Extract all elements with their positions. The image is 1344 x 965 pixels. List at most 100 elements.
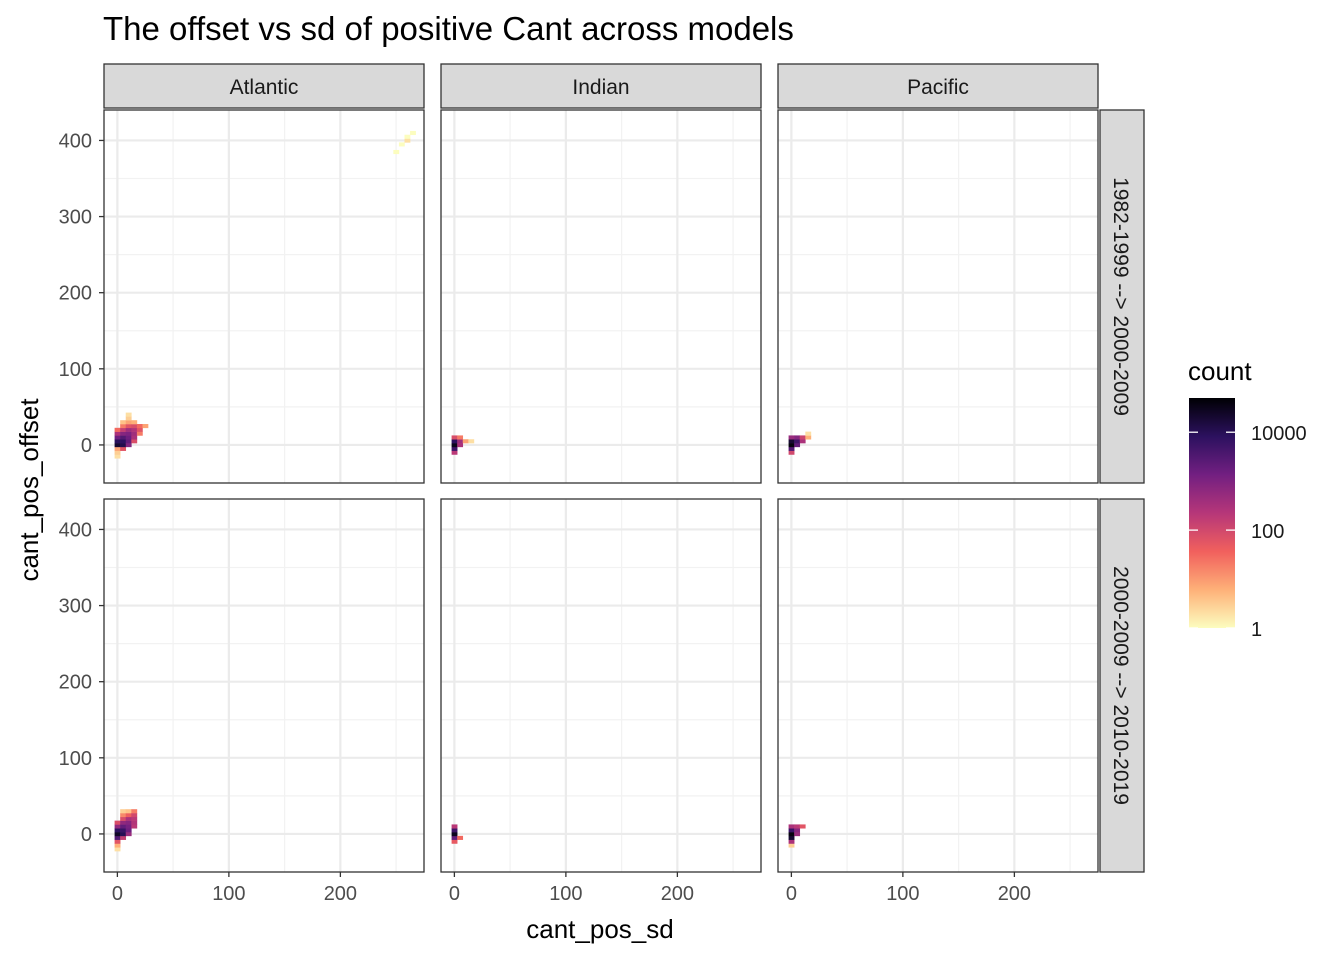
heatmap-bin [125,828,132,833]
heatmap-bin [114,443,121,448]
legend: count 1 100 10000 [1188,356,1307,641]
legend-colorbar [1189,398,1235,628]
heatmap-bin [462,439,469,444]
legend-tick-label: 100 [1251,521,1284,543]
heatmap-bin [788,828,795,833]
heatmap-bin [136,427,143,432]
heatmap-bin [120,427,127,432]
heatmap-bin [114,839,121,844]
panel-atlantic-2000-2009-2010-2019 [103,498,425,873]
heatmap-bin [120,424,127,429]
heatmap-bin [125,439,132,444]
panel-border [103,498,425,873]
heatmap-bin [805,431,812,436]
heatmap-bin [451,828,458,833]
heatmap-bin [451,824,458,829]
chart-title: The offset vs sd of positive Cant across… [103,10,794,47]
legend-title: count [1188,356,1252,386]
y-tick-label: 0 [81,824,92,846]
heatmap-bin [125,824,132,829]
heatmap-bin [393,149,400,155]
x-tick-label: 200 [998,883,1031,905]
heatmap-bin [451,450,458,455]
panel-border [777,109,1099,484]
x-tick-label: 100 [212,883,245,905]
heatmap-bin [451,832,458,837]
heatmap-bin [788,835,795,840]
x-tick-label: 200 [324,883,357,905]
heatmap-bin [125,435,132,440]
heatmap-bin [404,138,411,143]
heatmap-bin [451,443,458,448]
heatmap-bin [131,431,138,436]
heatmap-bin [125,816,132,821]
panel-background [104,110,424,483]
heatmap-bin [120,820,127,825]
y-axis-title: cant_pos_offset [14,398,44,582]
heatmap-bin [120,431,127,436]
heatmap-bin [410,130,416,136]
facet-strip-row [1099,498,1145,873]
heatmap-bin [799,439,806,444]
heatmap-bin [114,439,121,444]
heatmap-bin [114,435,121,440]
y-tick-label: 400 [59,130,92,152]
heatmap-bin [114,824,121,829]
heatmap-bin [114,832,121,837]
panels-group: 0 100 200 300 400 0 100 200 300 400 0 100 200 0 100 200… [59,63,1145,905]
heatmap-bin [114,454,121,459]
heatmap-bin [125,832,132,837]
facet-strip-column [777,63,1099,109]
heatmap-bin [805,435,812,440]
heatmap-bin [451,446,458,451]
heatmap-bin [398,142,405,147]
heatmap-bin [114,847,121,852]
x-tick-label: 0 [786,883,797,905]
heatmap-bin [131,439,138,444]
facet-strip-column-label: Indian [572,76,629,99]
heatmap-bin [404,134,411,139]
x-tick-label: 100 [886,883,919,905]
heatmap-bin [131,816,138,821]
heatmap-bin [794,828,801,833]
heatmap-bin [131,824,138,829]
heatmap-bin [125,820,132,825]
heatmap-bin [120,435,127,440]
heatmap-bin [457,435,464,440]
facet-strip-row-label: 1982-1999 --> 2000-2009 [1109,177,1132,416]
heatmap-bin [794,439,801,444]
heatmap-bin [114,820,121,825]
heatmap-bin [131,435,138,440]
y-tick-label: 200 [59,283,92,305]
heatmap-bin [125,427,132,432]
heatmap-bin [125,424,132,429]
heatmap-bin [125,443,132,448]
heatmap-bin [788,443,795,448]
panel-background [441,499,761,872]
heatmap-bin [794,824,801,829]
heatmap-bin [125,412,132,417]
panel-atlantic-1982-1999-2000-2009 [103,109,425,484]
heatmap-bin [125,431,132,436]
heatmap-bin [114,450,121,455]
y-tick-label: 300 [59,596,92,618]
panel-border [103,109,425,484]
heatmap-bin [457,443,464,448]
heatmap-bin [788,439,795,444]
heatmap-bin [788,435,795,440]
heatmap-bin [788,450,795,455]
heatmap-bin [799,824,806,829]
heatmap-bin [457,835,464,840]
heatmap-bin [788,832,795,837]
y-tick-label: 0 [81,435,92,457]
facet-strip-column-label: Pacific [907,76,969,99]
heatmap-bin [788,843,795,848]
heatmap-bin [114,431,121,436]
heatmap-bin [451,435,458,440]
panel-background [778,499,1098,872]
heatmap-bin [131,813,138,818]
heatmap-bin [114,835,121,840]
heatmap-bin [114,843,121,848]
x-tick-label: 200 [661,883,694,905]
